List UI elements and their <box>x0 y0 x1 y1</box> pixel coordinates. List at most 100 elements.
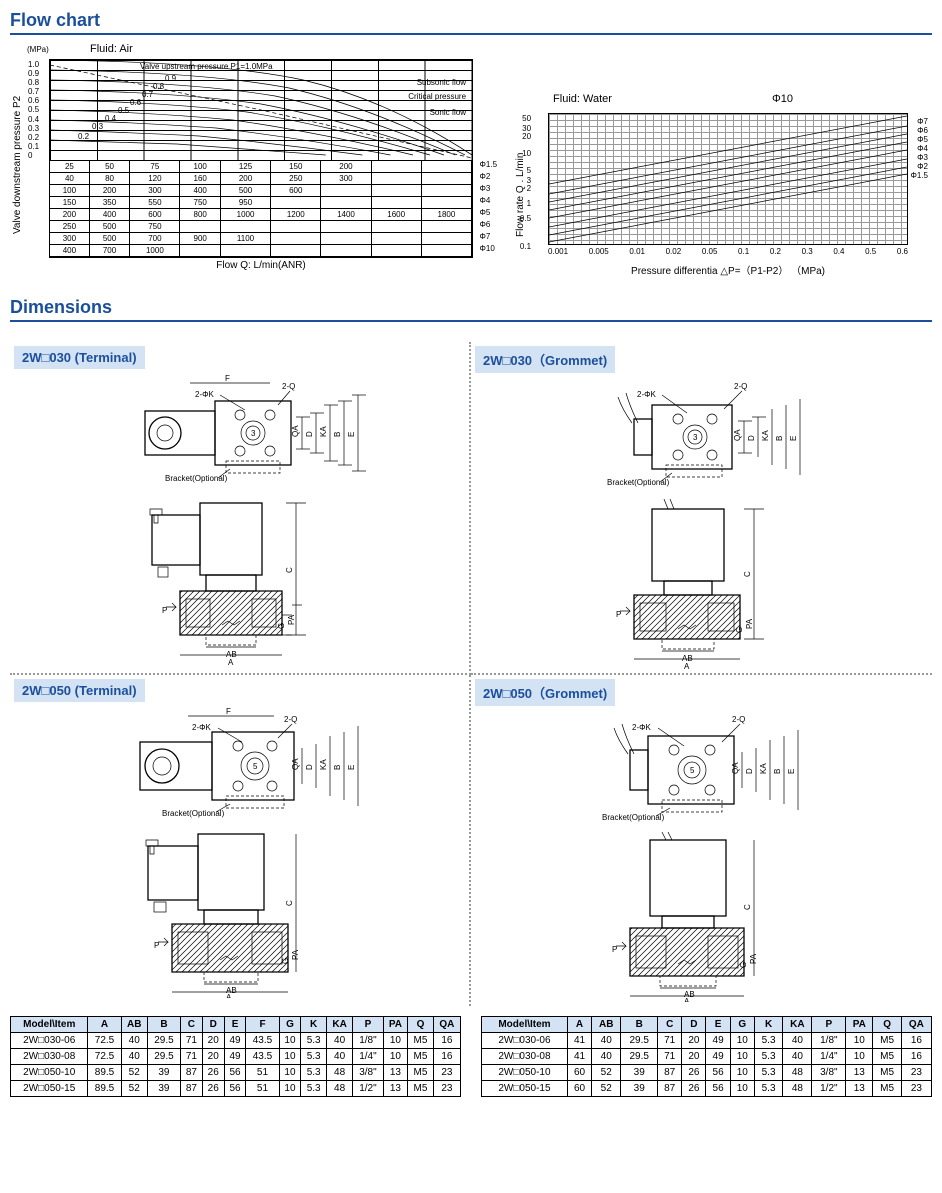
svg-text:KA: KA <box>759 763 768 774</box>
svg-text:C: C <box>285 900 294 906</box>
svg-text:D: D <box>305 431 314 437</box>
air-curve-header: Valve upstream pressure P1=1.0MPa <box>140 62 273 71</box>
drawing-030-grom-top: 2-ΦK 2-Q 3 Bracket(Optional) QA D KA B E <box>572 379 832 489</box>
charts-row: Fluid: Air Valve downstream pressure P2 … <box>10 43 932 277</box>
air-flow-tables: 2550751001251502004080120160200250300100… <box>49 161 473 258</box>
title-030-grommet: 2W□030（Grommet) <box>475 346 615 373</box>
svg-text:Bracket(Optional): Bracket(Optional) <box>162 809 225 818</box>
svg-text:2-ΦK: 2-ΦK <box>192 723 211 732</box>
cell-050-terminal: 2W□050 (Terminal) F 2-ΦK 2-Q 5 Bracket(O… <box>10 675 471 1006</box>
title-050-terminal: 2W□050 (Terminal) <box>14 679 145 702</box>
svg-text:2-Q: 2-Q <box>734 382 747 391</box>
svg-text:D: D <box>747 435 756 441</box>
drawing-050-term-side: C P G PA AB A <box>110 828 370 998</box>
title-050-grommet: 2W□050（Grommet) <box>475 679 615 706</box>
air-xlabel: Flow Q: L/min(ANR) <box>49 260 473 271</box>
svg-text:QA: QA <box>291 758 300 770</box>
svg-text:A: A <box>684 997 690 1002</box>
table-left: Model\ItemAABBCDEFGKKAPPAQQA2W□030-0672.… <box>10 1016 461 1097</box>
svg-text:C: C <box>743 571 752 577</box>
svg-text:PA: PA <box>749 953 758 964</box>
air-yunit: (MPa) <box>27 45 49 54</box>
svg-text:B: B <box>333 432 342 437</box>
water-xlabel: Pressure differentia △P=（P1-P2） （MPa) <box>548 262 908 277</box>
air-fluid-label: Fluid: Air <box>90 43 473 55</box>
cell-030-grommet: 2W□030（Grommet) 2-ΦK 2-Q 3 Bracket(Optio… <box>471 342 932 675</box>
svg-text:QA: QA <box>731 762 740 774</box>
svg-text:E: E <box>347 765 356 770</box>
svg-text:3: 3 <box>251 429 256 438</box>
water-xticks: 0.0010.0050.010.020.050.10.20.30.40.50.6 <box>548 247 908 256</box>
svg-text:2-Q: 2-Q <box>732 715 745 724</box>
svg-text:F: F <box>225 375 230 383</box>
tables-row: Model\ItemAABBCDEFGKKAPPAQQA2W□030-0672.… <box>10 1012 932 1097</box>
svg-text:G: G <box>735 627 744 633</box>
svg-text:B: B <box>333 765 342 770</box>
air-c1: 0.9 <box>165 74 176 83</box>
drawing-050-term-top: F 2-ΦK 2-Q 5 Bracket(Optional) QA D KA B… <box>110 708 370 818</box>
section-flowchart-title: Flow chart <box>10 10 932 35</box>
svg-text:G: G <box>739 962 748 968</box>
air-ylabel: Valve downstream pressure P2 <box>10 59 25 271</box>
svg-text:D: D <box>745 768 754 774</box>
table-right: Model\ItemAABBCDEGKKAPPAQQA2W□030-064140… <box>481 1016 932 1097</box>
svg-text:2-Q: 2-Q <box>282 382 295 391</box>
svg-text:PA: PA <box>291 949 300 960</box>
svg-text:KA: KA <box>761 430 770 441</box>
svg-text:2-ΦK: 2-ΦK <box>637 390 656 399</box>
svg-text:C: C <box>285 567 294 573</box>
air-c6: 0.4 <box>105 114 116 123</box>
svg-text:D: D <box>305 764 314 770</box>
svg-text:Bracket(Optional): Bracket(Optional) <box>165 474 228 483</box>
air-annot-sonic: Sonic flow <box>430 108 466 117</box>
svg-text:PA: PA <box>287 614 296 625</box>
svg-text:5: 5 <box>253 762 258 771</box>
svg-text:G: G <box>281 958 290 964</box>
svg-text:KA: KA <box>319 759 328 770</box>
air-chart: Fluid: Air Valve downstream pressure P2 … <box>10 43 473 277</box>
air-annot-crit: Critical pressure <box>408 92 466 101</box>
water-grid: 5030201053210.50.1 <box>548 113 908 245</box>
water-chart: Fluid: Water Φ10 Flow rate Q . L/min 503… <box>513 93 932 277</box>
dimensions-grid: 2W□030 (Terminal) F 2-ΦK 2-Q 3 Bracket(O… <box>10 342 932 1006</box>
svg-text:A: A <box>228 658 234 665</box>
cell-050-grommet: 2W□050（Grommet) 2-ΦK 2-Q 5 Bracket(Optio… <box>471 675 932 1006</box>
svg-text:2-Q: 2-Q <box>284 715 297 724</box>
svg-text:E: E <box>347 432 356 437</box>
title-030-terminal: 2W□030 (Terminal) <box>14 346 145 369</box>
svg-text:E: E <box>789 436 798 441</box>
svg-text:A: A <box>684 662 690 669</box>
svg-text:PA: PA <box>745 618 754 629</box>
air-grid: 1.00.90.80.70.60.50.40.30.20.10 Valve <box>49 59 473 161</box>
svg-text:F: F <box>226 708 231 716</box>
svg-text:C: C <box>743 904 752 910</box>
section-dimensions-title: Dimensions <box>10 297 932 322</box>
svg-text:5: 5 <box>690 766 695 775</box>
air-c5: 0.5 <box>118 106 129 115</box>
drawing-030-grom-side: C P G PA AB A <box>572 499 832 669</box>
svg-text:A: A <box>226 993 232 998</box>
svg-text:2-ΦK: 2-ΦK <box>632 723 651 732</box>
drawing-030-term-side: C P G PA AB A <box>110 495 370 665</box>
air-yticks: 1.00.90.80.70.60.50.40.30.20.10 <box>28 60 39 160</box>
svg-text:B: B <box>775 436 784 441</box>
drawing-050-grom-side: C P G PA AB A <box>572 832 832 1002</box>
svg-text:Bracket(Optional): Bracket(Optional) <box>607 478 670 487</box>
water-fluid-label: Fluid: Water <box>553 93 612 105</box>
air-c2: 0.8 <box>153 82 164 91</box>
air-c4: 0.6 <box>130 98 141 107</box>
air-c3: 0.7 <box>142 90 153 99</box>
svg-text:3: 3 <box>693 433 698 442</box>
water-top-phi: Φ10 <box>772 93 793 105</box>
drawing-050-grom-top: 2-ΦK 2-Q 5 Bracket(Optional) QA D KA B E <box>572 712 832 822</box>
air-c8: 0.2 <box>78 132 89 141</box>
cell-030-terminal: 2W□030 (Terminal) F 2-ΦK 2-Q 3 Bracket(O… <box>10 342 471 675</box>
svg-text:B: B <box>773 769 782 774</box>
svg-text:2-ΦK: 2-ΦK <box>195 390 214 399</box>
svg-text:QA: QA <box>733 429 742 441</box>
svg-text:G: G <box>277 623 286 629</box>
air-phi-labels: Φ1.5Φ2Φ3Φ4Φ5Φ6Φ7Φ10 <box>480 159 498 255</box>
svg-text:E: E <box>787 769 796 774</box>
svg-text:QA: QA <box>291 425 300 437</box>
svg-text:Bracket(Optional): Bracket(Optional) <box>602 813 665 822</box>
